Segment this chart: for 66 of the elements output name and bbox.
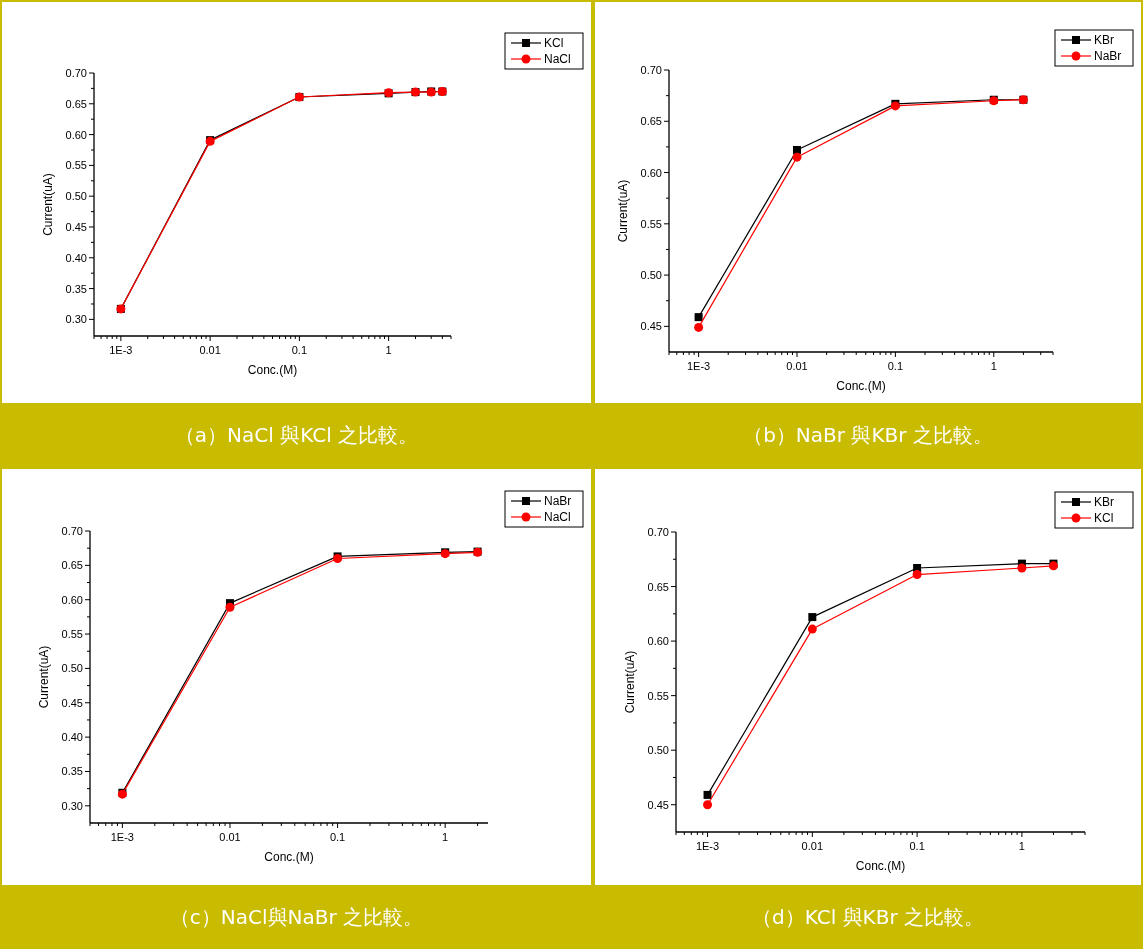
x-axis-title: Conc.(M)	[264, 850, 314, 864]
y-tick-label: 0.70	[647, 526, 669, 538]
y-tick-label: 0.50	[647, 744, 669, 757]
y-tick-label: 0.30	[65, 313, 87, 326]
y-axis-title: Current(uA)	[623, 650, 637, 714]
y-tick-label: 0.50	[61, 662, 83, 675]
x-tick-label: 1E-3	[110, 831, 135, 843]
y-axis-title: Current(uA)	[41, 173, 55, 236]
y-tick-label: 0.45	[640, 320, 662, 333]
x-tick-label: 1E-3	[686, 360, 711, 372]
x-tick-label: 0.01	[199, 344, 221, 356]
legend-label: KBr	[1094, 495, 1115, 509]
legend-label: NaCl	[544, 510, 571, 524]
y-tick-label: 0.65	[61, 559, 83, 572]
y-axis-title: Current(uA)	[616, 179, 630, 243]
x-tick-label: 0.1	[329, 831, 346, 843]
y-tick-label: 0.40	[61, 731, 83, 744]
y-tick-label: 0.60	[640, 166, 662, 179]
x-tick-label: 0.01	[219, 831, 241, 843]
y-tick-label: 0.60	[65, 128, 87, 141]
y-tick-label: 0.35	[61, 765, 83, 778]
x-tick-label: 1	[1018, 840, 1025, 852]
x-tick-label: 1	[990, 360, 997, 372]
legend-label: NaCl	[544, 52, 571, 66]
y-tick-label: 0.55	[65, 159, 87, 172]
text: （b）NaBr 與KBr 之比較。	[743, 423, 993, 447]
x-axis-title: Conc.(M)	[247, 363, 298, 377]
y-tick-label: 0.55	[647, 689, 669, 702]
y-tick-label: 0.70	[61, 525, 83, 537]
text: （c）NaCl與NaBr 之比較。	[169, 905, 424, 929]
y-axis-title: Current(uA)	[37, 645, 51, 709]
y-tick-label: 0.45	[65, 220, 87, 233]
y-tick-label: 0.65	[647, 580, 669, 593]
y-tick-label: 0.50	[640, 269, 662, 282]
x-tick-label: 0.01	[801, 840, 824, 852]
x-tick-label: 0.1	[291, 344, 308, 356]
text: （d）KCl 與KBr 之比較。	[751, 905, 985, 929]
y-tick-label: 0.55	[61, 628, 83, 641]
legend-label: KCl	[1094, 511, 1114, 525]
y-tick-label: 0.30	[61, 799, 83, 812]
legend-label: NaBr	[544, 494, 572, 508]
legend-label: NaBr	[1094, 49, 1122, 63]
y-tick-label: 0.65	[640, 115, 662, 128]
legend-label: KCl	[544, 36, 564, 50]
y-tick-label: 0.70	[640, 64, 662, 76]
y-tick-label: 0.70	[65, 67, 87, 79]
y-tick-label: 0.40	[65, 251, 87, 264]
y-tick-label: 0.45	[61, 696, 83, 709]
text: （a）NaCl 與KCl 之比較。	[174, 423, 419, 447]
y-tick-label: 0.50	[65, 190, 87, 203]
x-tick-label: 1E-3	[109, 344, 133, 356]
x-tick-label: 1E-3	[695, 840, 720, 852]
x-tick-label: 0.1	[887, 360, 904, 372]
x-axis-title: Conc.(M)	[855, 859, 906, 873]
y-tick-label: 0.65	[65, 97, 87, 110]
y-tick-label: 0.35	[65, 282, 87, 295]
x-tick-label: 1	[442, 831, 449, 843]
x-axis-title: Conc.(M)	[836, 379, 886, 393]
y-tick-label: 0.55	[640, 217, 662, 230]
legend-label: KBr	[1094, 33, 1115, 47]
y-tick-label: 0.45	[647, 798, 669, 811]
x-tick-label: 0.01	[786, 360, 808, 372]
x-tick-label: 1	[385, 344, 392, 356]
y-tick-label: 0.60	[61, 593, 83, 606]
x-tick-label: 0.1	[909, 840, 925, 852]
y-tick-label: 0.60	[647, 635, 669, 648]
